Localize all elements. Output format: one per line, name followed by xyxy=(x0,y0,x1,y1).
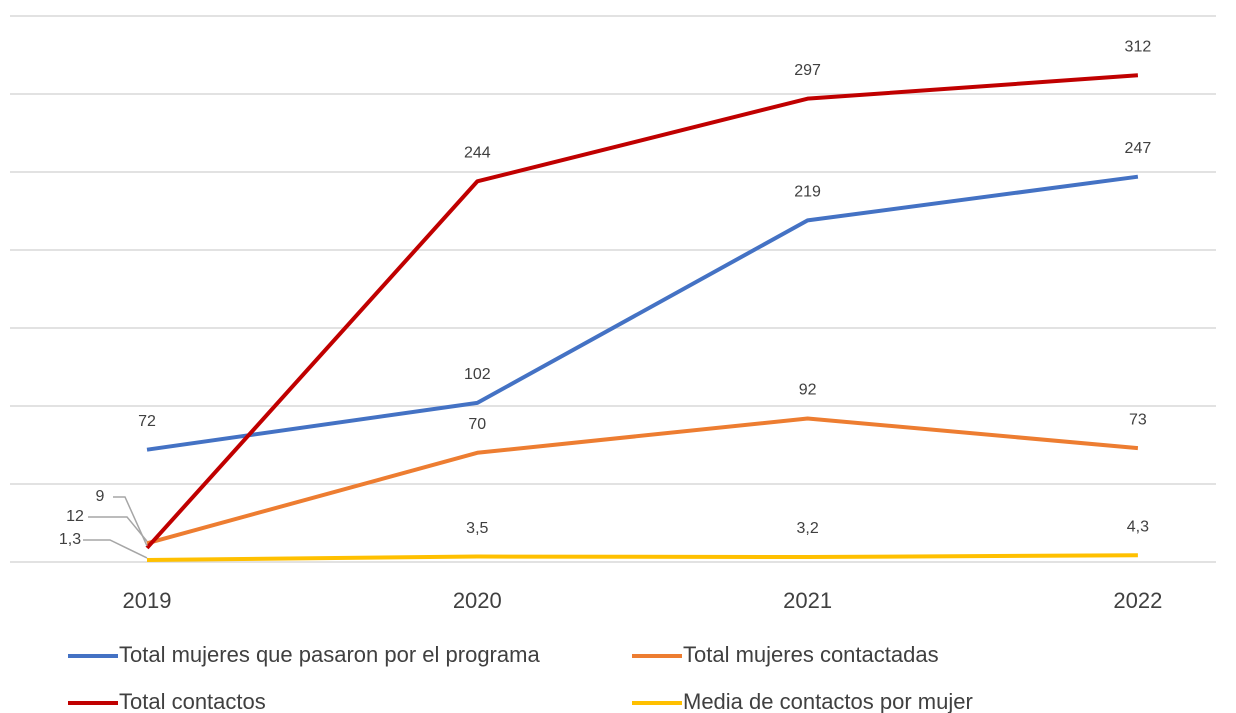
x-tick-label: 2022 xyxy=(1113,588,1162,613)
series-line xyxy=(146,553,1138,562)
legend-label: Total contactos xyxy=(119,689,266,713)
series-line xyxy=(146,416,1139,546)
data-label: 70 xyxy=(468,416,486,433)
leader-line xyxy=(113,496,148,547)
legend-label: Total mujeres contactadas xyxy=(683,642,939,667)
data-label: 297 xyxy=(794,62,821,79)
data-label: 102 xyxy=(464,366,491,383)
data-label: 92 xyxy=(799,382,817,399)
data-label: 1,3 xyxy=(59,531,81,548)
x-tick-label: 2019 xyxy=(123,588,172,613)
legend-label: Media de contactos por mujer xyxy=(683,689,973,713)
data-label: 3,5 xyxy=(466,520,488,537)
data-label: 12 xyxy=(66,508,84,525)
legend-label: Total mujeres que pasaron por el program… xyxy=(119,642,540,667)
data-label: 312 xyxy=(1125,38,1152,55)
data-label: 219 xyxy=(794,184,821,201)
data-label: 247 xyxy=(1125,140,1152,157)
x-tick-label: 2020 xyxy=(453,588,502,613)
series-line xyxy=(146,174,1139,452)
data-label: 3,2 xyxy=(796,520,818,537)
leader-line xyxy=(88,516,148,542)
data-label: 73 xyxy=(1129,411,1147,428)
leader-line xyxy=(83,539,148,559)
data-label: 244 xyxy=(464,145,491,162)
data-label: 4,3 xyxy=(1127,519,1149,536)
x-tick-label: 2021 xyxy=(783,588,832,613)
series-line xyxy=(145,73,1139,550)
data-label: 9 xyxy=(96,488,105,505)
data-label: 72 xyxy=(138,413,156,430)
